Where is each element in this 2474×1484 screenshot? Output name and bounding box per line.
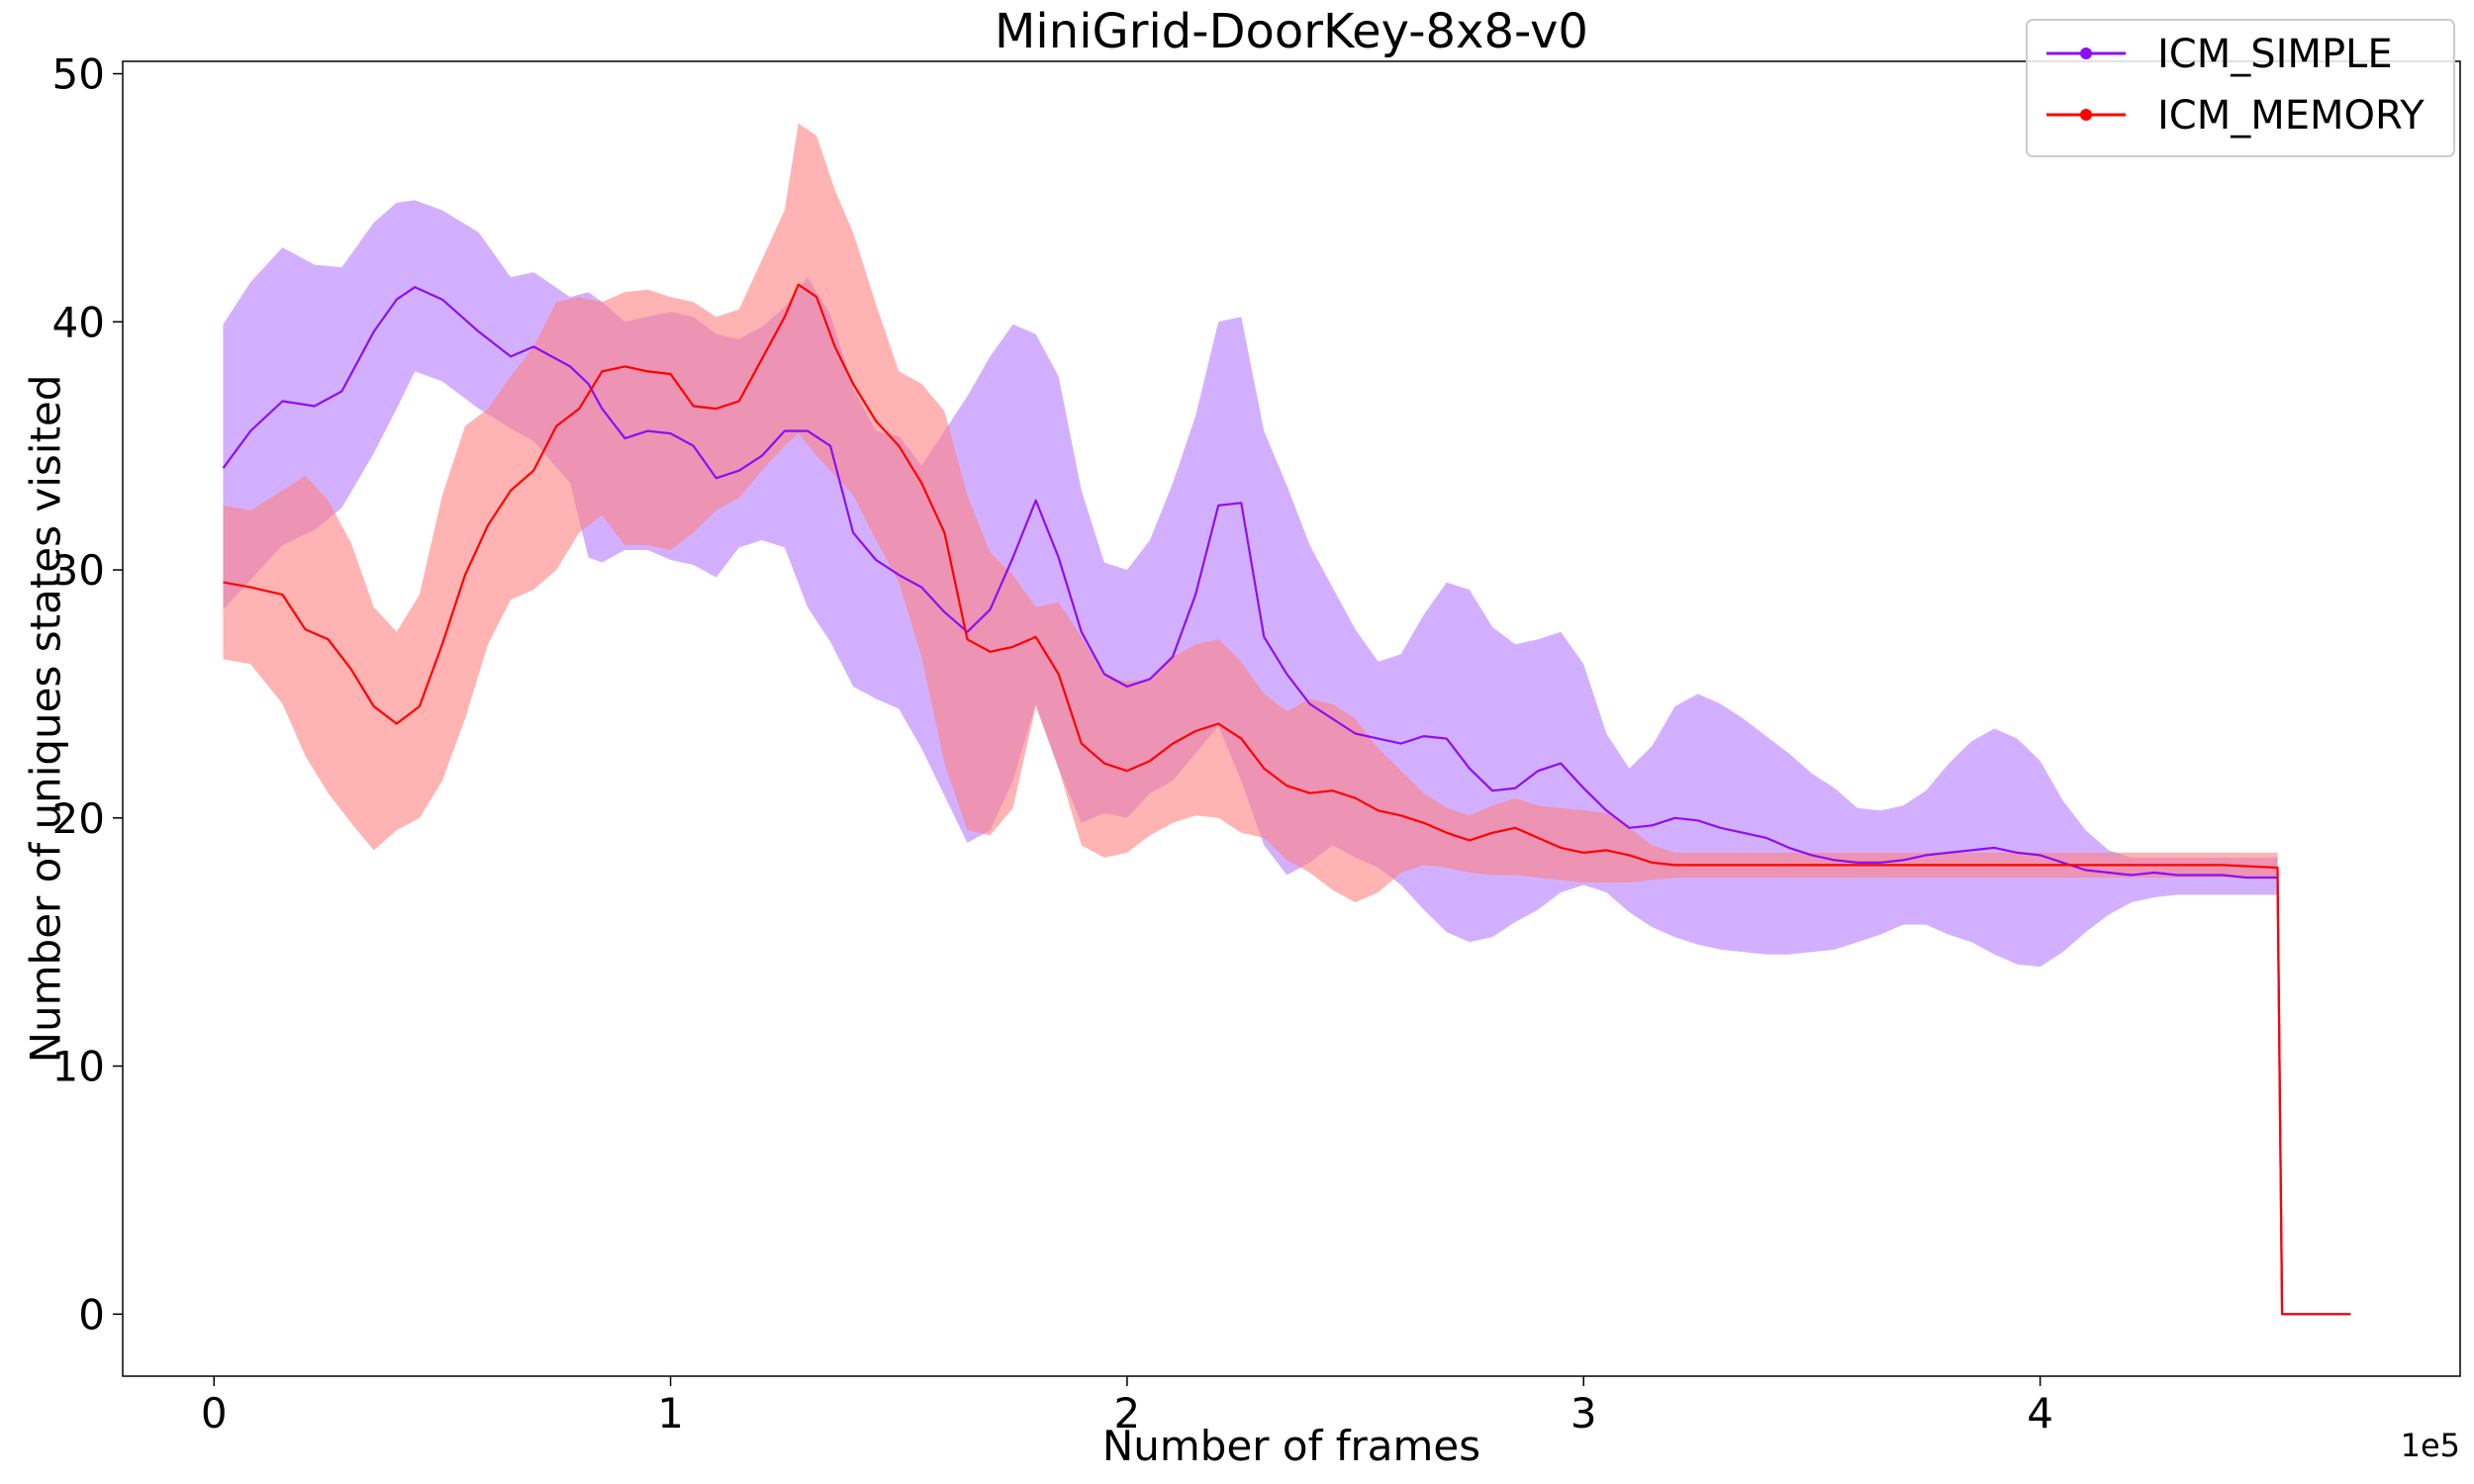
x-axis: 0 1 2 3 4 — [201, 1376, 2053, 1438]
legend-label: ICM_SIMPLE — [2157, 32, 2393, 77]
legend-box — [2026, 19, 2455, 157]
y-tick-label: 50 — [52, 50, 105, 99]
y-tick-label: 40 — [52, 298, 105, 346]
legend: ICM_SIMPLE ICM_MEMORY — [2026, 19, 2455, 157]
line-series-1 — [222, 286, 2351, 1316]
x-tick-label: 0 — [201, 1389, 228, 1438]
legend-marker — [2080, 47, 2092, 59]
legend-items: ICM_SIMPLE ICM_MEMORY — [2046, 32, 2425, 139]
x-tick-label: 1 — [657, 1389, 684, 1438]
y-tick-label: 10 — [52, 1043, 105, 1091]
x-tick-label: 3 — [1570, 1389, 1597, 1438]
x-axis-offset-label: 1e5 — [2401, 1427, 2460, 1464]
series-lines — [222, 283, 2351, 1316]
y-tick-label: 0 — [78, 1290, 105, 1339]
legend-marker — [2080, 109, 2092, 121]
x-tick-label: 2 — [1114, 1389, 1141, 1438]
line-series-2 — [223, 283, 2351, 1316]
y-tick-label: 30 — [52, 546, 105, 595]
band-series-2 — [223, 123, 2351, 1315]
legend-label: ICM_MEMORY — [2157, 93, 2425, 139]
y-axis-label: Number of uniques states visited — [22, 375, 70, 1064]
y-axis: 0 10 20 30 40 50 — [52, 50, 123, 1339]
y-tick-label: 20 — [52, 794, 105, 843]
chart-title: MiniGrid-DoorKey-8x8-v0 — [995, 4, 1588, 59]
plot-frame — [122, 60, 2461, 1377]
x-axis-label: Number of frames — [1102, 1422, 1480, 1470]
confidence-bands — [223, 123, 2351, 1315]
x-tick-label: 4 — [2027, 1389, 2053, 1438]
